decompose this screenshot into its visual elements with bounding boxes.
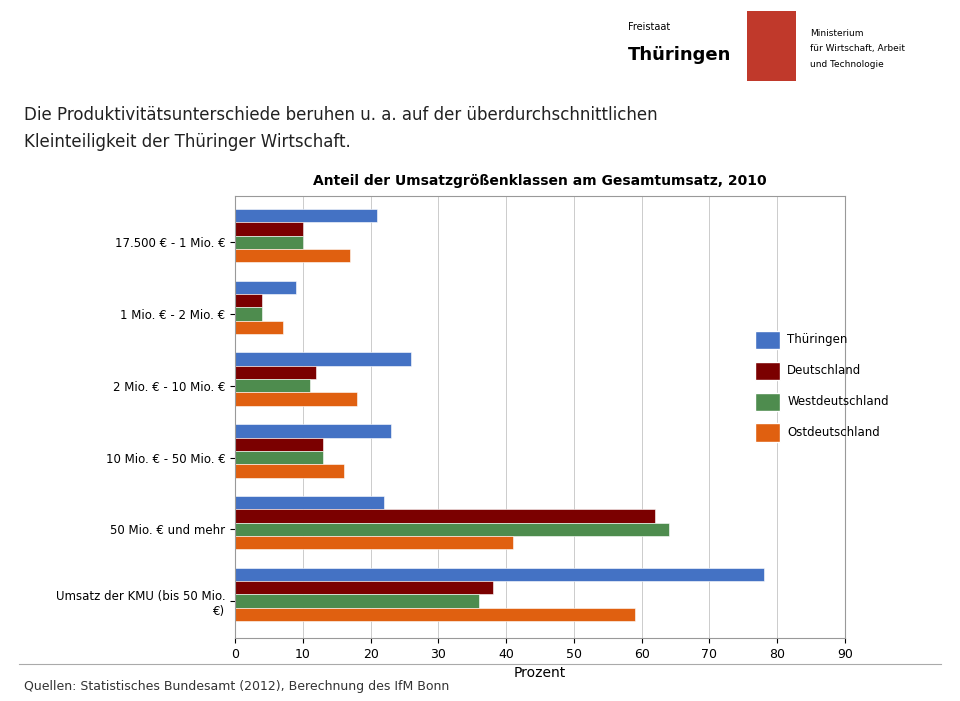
- Text: Ministerium: Ministerium: [810, 29, 864, 38]
- Bar: [235, 209, 377, 222]
- Text: Freistaat: Freistaat: [628, 22, 670, 32]
- Bar: [235, 437, 324, 451]
- Bar: [235, 294, 262, 307]
- Bar: [235, 608, 635, 621]
- Bar: [235, 280, 296, 294]
- Bar: [755, 393, 780, 411]
- Bar: [235, 366, 317, 379]
- Bar: [235, 568, 763, 581]
- Bar: [755, 331, 780, 349]
- Bar: [235, 496, 384, 510]
- Bar: [235, 320, 282, 334]
- Bar: [235, 424, 391, 437]
- Bar: [755, 423, 780, 442]
- Text: Betriebsgrößenproblematik: Betriebsgrößenproblematik: [17, 29, 537, 63]
- Text: für Wirtschaft, Arbeit: für Wirtschaft, Arbeit: [810, 44, 905, 53]
- Bar: [235, 451, 324, 464]
- Text: und Technologie: und Technologie: [810, 60, 884, 69]
- Text: Thüringen: Thüringen: [787, 334, 848, 346]
- Text: Die Produktivitätsunterschiede beruhen u. a. auf der überdurchschnittlichen
Klei: Die Produktivitätsunterschiede beruhen u…: [24, 107, 658, 151]
- Bar: [235, 594, 479, 608]
- Bar: [235, 523, 669, 536]
- Bar: [235, 581, 492, 594]
- Bar: [235, 307, 262, 320]
- Bar: [235, 393, 357, 406]
- Text: Deutschland: Deutschland: [787, 365, 861, 377]
- Bar: [235, 510, 655, 523]
- Bar: [235, 249, 350, 262]
- Title: Anteil der Umsatzgrößenklassen am Gesamtumsatz, 2010: Anteil der Umsatzgrößenklassen am Gesamt…: [313, 174, 767, 188]
- Bar: [747, 11, 796, 81]
- Text: Quellen: Statistisches Bundesamt (2012), Berechnung des IfM Bonn: Quellen: Statistisches Bundesamt (2012),…: [24, 680, 449, 693]
- Bar: [235, 536, 513, 550]
- Bar: [755, 362, 780, 380]
- Text: Ostdeutschland: Ostdeutschland: [787, 426, 880, 439]
- Bar: [235, 353, 411, 366]
- X-axis label: Prozent: Prozent: [514, 666, 566, 680]
- Text: Thüringen: Thüringen: [628, 46, 732, 64]
- Bar: [235, 236, 303, 249]
- Bar: [235, 379, 310, 393]
- Bar: [235, 464, 344, 477]
- Bar: [235, 222, 303, 236]
- Text: Westdeutschland: Westdeutschland: [787, 395, 889, 408]
